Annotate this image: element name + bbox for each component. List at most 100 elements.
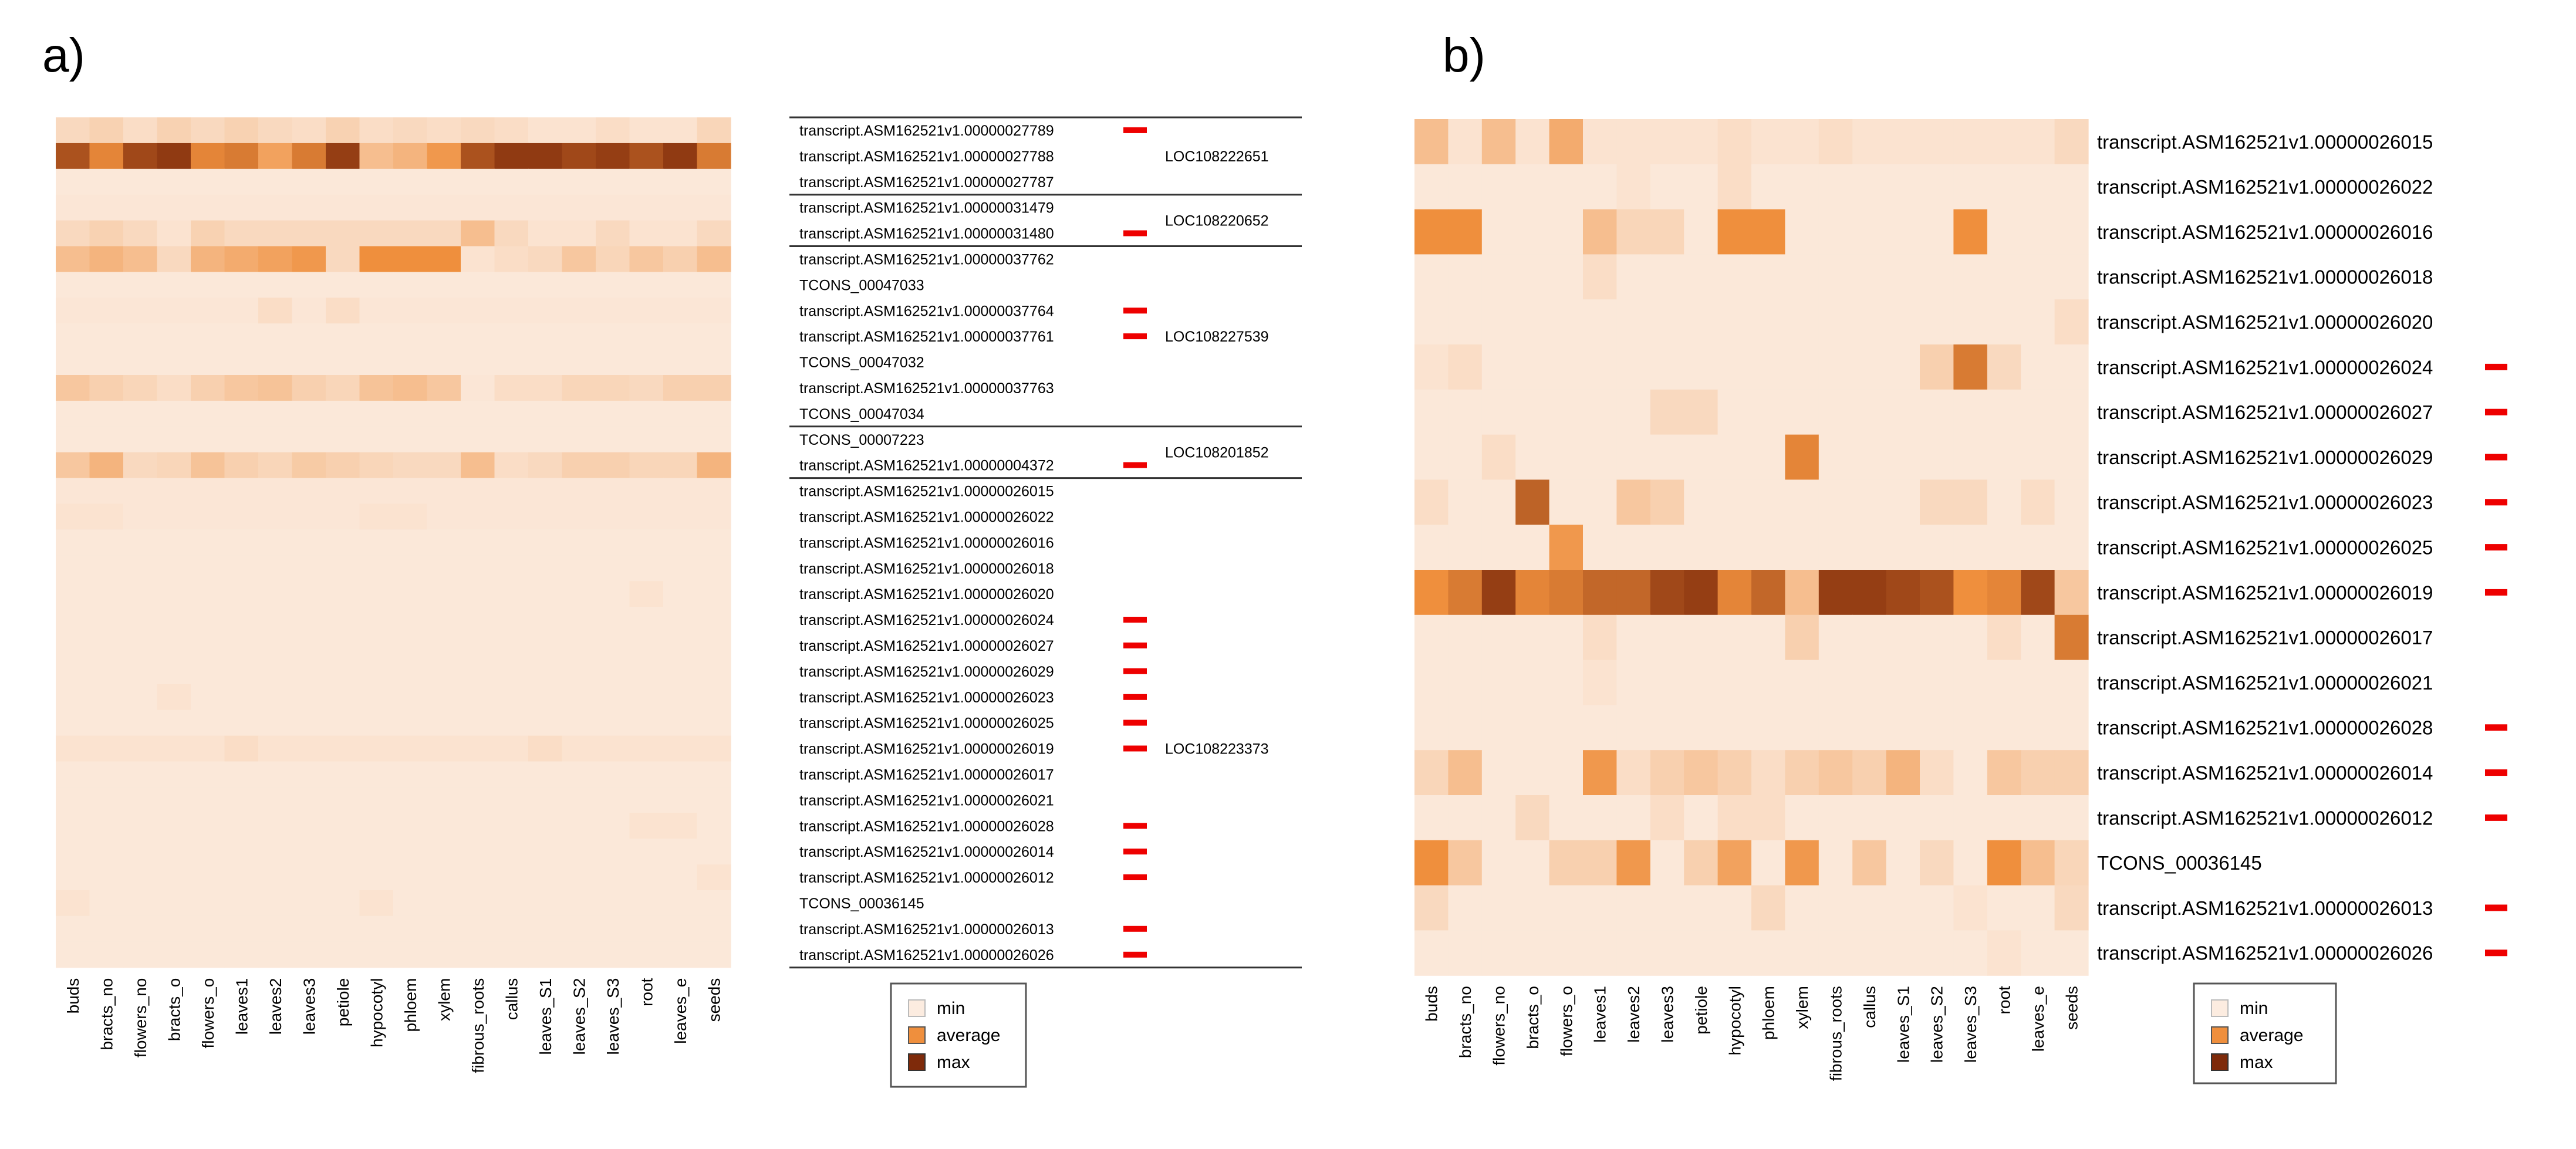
heatmap-cell <box>393 323 428 350</box>
heatmap-cell <box>1684 705 1719 751</box>
heatmap-cell <box>596 478 630 505</box>
heatmap-cell <box>1852 389 1887 435</box>
heatmap-cell <box>258 272 293 298</box>
row-label: transcript.ASM162521v1.00000026020 <box>799 586 1054 603</box>
heatmap-cell <box>562 709 596 736</box>
heatmap-cell <box>191 478 225 505</box>
heatmap-cell <box>89 298 124 324</box>
heatmap-cell <box>1785 525 1819 570</box>
heatmap-cell <box>89 839 124 865</box>
heatmap-cell <box>461 220 495 247</box>
heatmap-cell <box>393 581 428 607</box>
heatmap-cell <box>224 168 259 195</box>
heatmap-cell <box>292 684 326 711</box>
heatmap-cell <box>494 194 529 221</box>
legend-label-average: average <box>937 1026 1000 1045</box>
heatmap-cell <box>292 607 326 633</box>
heatmap-cell <box>461 478 495 505</box>
heatmap-cell <box>1616 344 1651 390</box>
heatmap-cell <box>157 375 191 401</box>
heatmap-cell <box>224 503 259 530</box>
heatmap-cell <box>1852 705 1887 751</box>
heatmap-cell <box>56 246 90 272</box>
heatmap-cell <box>359 272 394 298</box>
heatmap-cell <box>1583 479 1617 525</box>
column-label: leaves_e <box>671 978 690 1044</box>
heatmap-cell <box>1852 164 1887 210</box>
heatmap-cell <box>258 452 293 479</box>
heatmap-cell <box>56 915 90 942</box>
heatmap-cell <box>258 761 293 788</box>
heatmap-cell <box>663 941 698 968</box>
column-label: flowers_no <box>131 978 150 1057</box>
heatmap-cell <box>123 915 158 942</box>
row-label: transcript.ASM162521v1.00000026020 <box>2097 312 2433 333</box>
heatmap-cell <box>359 761 394 788</box>
heatmap-cell <box>1414 119 1449 165</box>
heatmap-cell <box>427 555 461 582</box>
heatmap-cell <box>2054 209 2089 255</box>
heatmap-cell <box>1751 434 1785 480</box>
heatmap-cell <box>56 813 90 839</box>
heatmap-cell <box>1852 660 1887 705</box>
heatmap-cell <box>1920 614 1954 661</box>
heatmap-cell <box>191 684 225 711</box>
heatmap-cell <box>596 607 630 633</box>
heatmap-cell <box>1684 570 1719 616</box>
heatmap-cell <box>1886 795 1920 841</box>
heatmap-cell <box>157 658 191 685</box>
heatmap-cell <box>191 375 225 401</box>
heatmap-cell <box>157 684 191 711</box>
column-label: bracts_o <box>1524 986 1542 1049</box>
heatmap-cell <box>1684 930 1719 976</box>
legend-label-max: max <box>937 1053 970 1072</box>
column-label: xylem <box>1793 986 1811 1029</box>
heatmap-cell <box>326 709 360 736</box>
heatmap-cell <box>2054 344 2089 390</box>
row-label: transcript.ASM162521v1.00000026013 <box>799 921 1054 938</box>
heatmap-cell <box>393 478 428 505</box>
heatmap-cell <box>224 735 259 762</box>
heatmap-cell <box>1448 479 1483 525</box>
row-label: transcript.ASM162521v1.00000026025 <box>2097 537 2433 559</box>
heatmap-cell <box>629 143 664 170</box>
heatmap-cell <box>258 709 293 736</box>
heatmap-cell <box>1818 930 1853 976</box>
row-label: transcript.ASM162521v1.00000026013 <box>2097 897 2433 919</box>
heatmap-cell <box>1448 209 1483 255</box>
row-label: transcript.ASM162521v1.00000026021 <box>2097 672 2433 694</box>
heatmap-cell <box>1583 885 1617 931</box>
heatmap-cell <box>292 272 326 298</box>
heatmap-cell <box>461 633 495 659</box>
heatmap-cell <box>697 555 731 582</box>
heatmap-cell <box>562 246 596 272</box>
heatmap-cell <box>1886 209 1920 255</box>
heatmap-cell <box>1684 299 1719 345</box>
heatmap-cell <box>427 684 461 711</box>
heatmap-cell <box>1650 570 1684 616</box>
heatmap-cell <box>393 735 428 762</box>
heatmap-cell <box>629 633 664 659</box>
heatmap-cell <box>629 607 664 633</box>
heatmap-cell <box>663 864 698 891</box>
heatmap-cell <box>1852 479 1887 525</box>
heatmap-cell <box>224 117 259 144</box>
heatmap-cell <box>663 426 698 453</box>
heatmap-cell <box>697 168 731 195</box>
heatmap-cell <box>157 478 191 505</box>
heatmap-cell <box>1818 885 1853 931</box>
heatmap-cell <box>56 323 90 350</box>
heatmap-cell <box>1818 434 1853 480</box>
heatmap-cell <box>427 607 461 633</box>
heatmap-cell <box>2021 164 2055 210</box>
row-label: transcript.ASM162521v1.00000026023 <box>2097 492 2433 513</box>
heatmap-cell <box>258 117 293 144</box>
heatmap-cell <box>629 168 664 195</box>
heatmap-cell <box>56 839 90 865</box>
gene-group-label: LOC108222651 <box>1165 148 1269 165</box>
red-marker <box>2485 904 2507 911</box>
heatmap-cell <box>596 452 630 479</box>
heatmap-cell <box>1886 614 1920 661</box>
heatmap-cell <box>2021 705 2055 751</box>
row-label: transcript.ASM162521v1.00000026026 <box>2097 942 2433 964</box>
